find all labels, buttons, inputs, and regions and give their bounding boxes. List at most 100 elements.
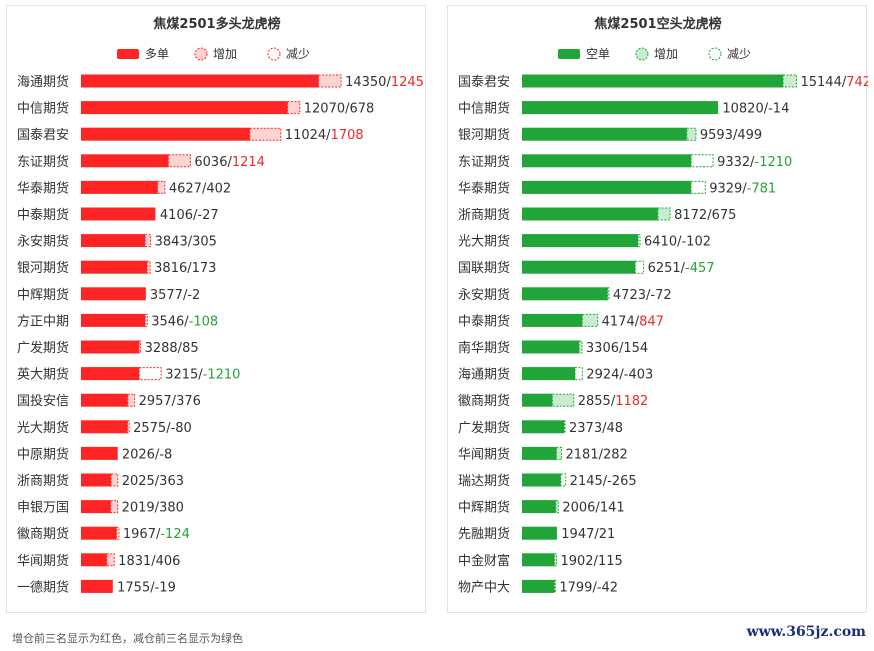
long-value-change: -80 bbox=[171, 421, 192, 436]
short-bar-change bbox=[578, 340, 583, 354]
short-bar bbox=[522, 579, 555, 593]
long-bar bbox=[81, 340, 140, 354]
long-value-position: 12070/ bbox=[304, 102, 350, 117]
long-category-label: 一德期货 bbox=[17, 579, 69, 595]
long-bar-change bbox=[138, 367, 162, 381]
short-bar bbox=[522, 154, 692, 168]
short-bar-change bbox=[551, 393, 575, 407]
short-chart-title: 焦煤2501空头龙虎榜 bbox=[593, 16, 721, 32]
long-bar-change bbox=[144, 313, 148, 327]
short-bar bbox=[522, 234, 639, 248]
short-value-position: 15144/ bbox=[800, 75, 846, 90]
long-bar bbox=[81, 500, 111, 514]
long-value-position: 4627/ bbox=[169, 181, 207, 196]
short-bar bbox=[522, 260, 636, 274]
short-category-label: 国泰君安 bbox=[458, 75, 510, 90]
long-category-label: 光大期货 bbox=[17, 420, 69, 436]
long-value-label: 2575/-80 bbox=[133, 421, 192, 436]
long-value-position: 3215/ bbox=[165, 368, 203, 383]
short-bar-change bbox=[560, 473, 567, 487]
short-value-label: 1799/-42 bbox=[559, 580, 618, 595]
long-bar bbox=[81, 74, 319, 88]
watermark: www.365jz.com bbox=[746, 624, 866, 640]
long-value-label: 1831/406 bbox=[118, 554, 180, 569]
short-position-chart: 焦煤2501空头龙虎榜 空单 增加 减少 国泰君安 15144/742 中信期货 10820/… bbox=[447, 5, 868, 613]
long-bar bbox=[81, 367, 140, 381]
short-bar bbox=[522, 74, 784, 88]
long-legend-main-swatch bbox=[117, 49, 139, 59]
short-value-position: 4174/ bbox=[602, 314, 640, 329]
short-bar bbox=[522, 367, 575, 381]
long-value-change: 1214 bbox=[232, 155, 265, 170]
short-value-position: 2145/ bbox=[570, 474, 608, 489]
long-value-label: 3288/85 bbox=[145, 341, 199, 356]
short-value-change: 499 bbox=[737, 128, 762, 143]
short-value-label: 8172/675 bbox=[674, 208, 736, 223]
short-value-change: 282 bbox=[603, 447, 628, 462]
short-bar-change bbox=[574, 367, 583, 381]
long-value-label: 3215/-1210 bbox=[165, 368, 240, 383]
short-value-label: 10820/-14 bbox=[722, 102, 789, 117]
long-bar bbox=[81, 207, 156, 221]
short-value-label: 4174/847 bbox=[602, 314, 664, 329]
long-bar bbox=[81, 313, 146, 327]
short-value-position: 8172/ bbox=[674, 208, 712, 223]
short-value-change: 141 bbox=[600, 501, 625, 516]
long-value-position: 3577/ bbox=[150, 288, 188, 303]
long-value-change: 678 bbox=[350, 102, 375, 117]
short-value-label: 3306/154 bbox=[586, 341, 648, 356]
long-value-change: -8 bbox=[159, 447, 172, 462]
long-value-change: 85 bbox=[182, 341, 199, 356]
long-value-label: 11024/1708 bbox=[285, 128, 364, 143]
short-value-label: 9332/-1210 bbox=[717, 155, 792, 170]
short-category-label: 瑞达期货 bbox=[458, 473, 510, 489]
short-bar bbox=[522, 180, 692, 194]
short-value-position: 1799/ bbox=[559, 580, 597, 595]
short-bar bbox=[522, 446, 557, 460]
long-bar-change bbox=[146, 260, 151, 274]
long-category-label: 中泰期货 bbox=[17, 207, 69, 223]
long-value-change: -1210 bbox=[203, 368, 241, 383]
short-value-change: 847 bbox=[639, 314, 664, 329]
long-value-label: 2026/-8 bbox=[122, 447, 172, 462]
long-value-change: 173 bbox=[192, 261, 217, 276]
short-legend-main-swatch bbox=[558, 49, 580, 59]
long-value-change: 305 bbox=[192, 235, 217, 250]
long-value-change: -2 bbox=[187, 288, 200, 303]
short-bar bbox=[522, 420, 565, 434]
long-bar-change bbox=[157, 180, 166, 194]
short-value-label: 2145/-265 bbox=[570, 474, 637, 489]
short-value-change: 675 bbox=[712, 208, 737, 223]
short-value-change: 48 bbox=[606, 421, 623, 436]
long-category-label: 中原期货 bbox=[17, 446, 69, 462]
long-category-label: 东证期货 bbox=[17, 154, 69, 170]
long-category-label: 徽商期货 bbox=[17, 526, 69, 542]
long-bar-change bbox=[110, 500, 119, 514]
long-bar bbox=[81, 154, 169, 168]
long-value-change: 363 bbox=[159, 474, 184, 489]
long-bar bbox=[81, 393, 128, 407]
short-bar-change bbox=[637, 234, 641, 248]
long-value-position: 6036/ bbox=[194, 155, 232, 170]
long-category-label: 广发期货 bbox=[17, 340, 69, 356]
short-bar bbox=[522, 340, 580, 354]
short-bar-change bbox=[657, 207, 671, 221]
long-value-label: 14350/1245 bbox=[345, 75, 424, 90]
long-value-label: 4106/-27 bbox=[160, 208, 219, 223]
long-category-label: 申银万国 bbox=[17, 501, 69, 516]
short-bar-change bbox=[782, 74, 797, 88]
long-value-label: 4627/402 bbox=[169, 181, 231, 196]
short-category-label: 广发期货 bbox=[458, 420, 510, 436]
short-value-change: -1210 bbox=[755, 155, 793, 170]
long-value-label: 3843/305 bbox=[155, 235, 217, 250]
long-bar bbox=[81, 127, 250, 141]
long-value-change: -19 bbox=[155, 580, 176, 595]
long-value-change: 376 bbox=[176, 394, 201, 409]
short-bar-change bbox=[634, 260, 645, 274]
short-legend-increase-swatch bbox=[635, 47, 649, 61]
short-value-position: 4723/ bbox=[613, 288, 651, 303]
short-value-change: -102 bbox=[681, 235, 711, 250]
long-bar bbox=[81, 101, 288, 115]
short-value-label: 6410/-102 bbox=[644, 235, 711, 250]
